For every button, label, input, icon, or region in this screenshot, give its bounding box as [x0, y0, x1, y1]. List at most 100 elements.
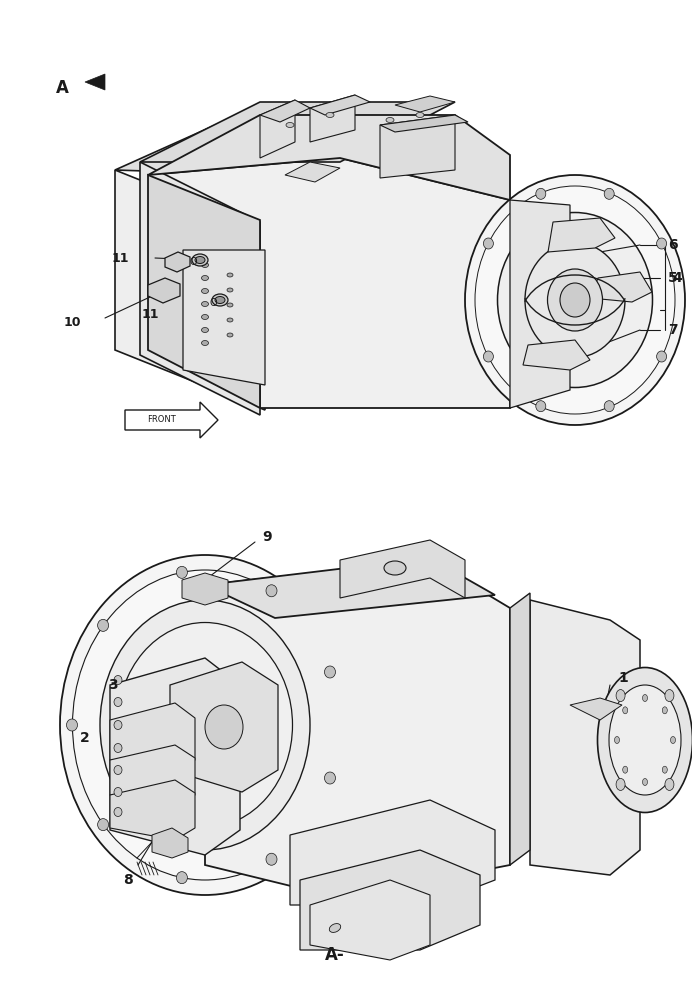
Polygon shape [148, 278, 180, 303]
Ellipse shape [597, 668, 692, 812]
Text: O: O [189, 257, 197, 267]
Ellipse shape [484, 351, 493, 362]
Ellipse shape [662, 707, 667, 714]
Ellipse shape [227, 318, 233, 322]
Ellipse shape [227, 288, 233, 292]
Polygon shape [300, 850, 480, 950]
Ellipse shape [616, 778, 625, 790]
Ellipse shape [657, 351, 666, 362]
Ellipse shape [604, 401, 614, 412]
Ellipse shape [329, 924, 340, 932]
Polygon shape [340, 540, 465, 598]
Polygon shape [523, 340, 590, 370]
Ellipse shape [665, 690, 674, 702]
Ellipse shape [73, 570, 338, 880]
Text: 6: 6 [668, 238, 677, 252]
Polygon shape [148, 175, 260, 408]
Ellipse shape [66, 719, 78, 731]
Ellipse shape [662, 766, 667, 773]
Ellipse shape [609, 685, 681, 795]
Ellipse shape [114, 788, 122, 796]
Ellipse shape [386, 117, 394, 122]
Polygon shape [182, 573, 228, 605]
Ellipse shape [604, 188, 614, 199]
Ellipse shape [201, 302, 208, 306]
Ellipse shape [201, 275, 208, 280]
Polygon shape [115, 170, 265, 410]
Ellipse shape [201, 328, 208, 332]
Ellipse shape [195, 256, 205, 263]
Ellipse shape [536, 188, 546, 199]
Text: 11: 11 [141, 308, 158, 322]
Ellipse shape [325, 666, 336, 678]
Text: 11: 11 [111, 251, 129, 264]
Polygon shape [570, 698, 622, 720]
Text: 3: 3 [109, 678, 118, 692]
Polygon shape [152, 828, 188, 858]
Polygon shape [205, 560, 510, 898]
Ellipse shape [657, 238, 666, 249]
Polygon shape [110, 745, 195, 808]
Text: O: O [209, 298, 217, 308]
Polygon shape [590, 272, 652, 302]
Polygon shape [110, 658, 240, 855]
Ellipse shape [114, 744, 122, 752]
Ellipse shape [547, 269, 603, 331]
Ellipse shape [60, 555, 350, 895]
Ellipse shape [384, 561, 406, 575]
Polygon shape [140, 102, 455, 162]
Ellipse shape [227, 273, 233, 277]
Polygon shape [380, 115, 468, 132]
Ellipse shape [525, 242, 625, 358]
Ellipse shape [192, 254, 208, 266]
Ellipse shape [326, 112, 334, 117]
Polygon shape [290, 800, 495, 905]
Ellipse shape [201, 288, 208, 294]
Polygon shape [530, 600, 640, 875]
Ellipse shape [286, 122, 294, 127]
Text: 1: 1 [618, 671, 628, 685]
Ellipse shape [475, 186, 675, 414]
Ellipse shape [642, 778, 648, 786]
Text: FRONT: FRONT [147, 416, 176, 424]
Ellipse shape [560, 283, 590, 317]
Ellipse shape [266, 585, 277, 597]
Text: 4: 4 [672, 271, 682, 285]
Polygon shape [183, 250, 265, 385]
Ellipse shape [215, 296, 225, 304]
Polygon shape [148, 115, 510, 200]
Polygon shape [380, 115, 455, 178]
Ellipse shape [227, 303, 233, 307]
Ellipse shape [201, 340, 208, 346]
Polygon shape [140, 162, 260, 415]
Ellipse shape [118, 622, 293, 828]
Polygon shape [510, 200, 570, 408]
Ellipse shape [416, 112, 424, 117]
Text: 5: 5 [668, 271, 677, 285]
Polygon shape [125, 402, 218, 438]
Ellipse shape [201, 262, 208, 267]
Text: 10: 10 [63, 316, 81, 330]
Ellipse shape [201, 314, 208, 320]
Polygon shape [165, 252, 190, 272]
Ellipse shape [536, 401, 546, 412]
Ellipse shape [114, 720, 122, 730]
Ellipse shape [205, 705, 243, 749]
Ellipse shape [266, 853, 277, 865]
Polygon shape [510, 593, 530, 865]
Ellipse shape [616, 690, 625, 702]
Ellipse shape [100, 600, 310, 850]
Ellipse shape [665, 778, 674, 790]
Ellipse shape [671, 736, 675, 744]
Ellipse shape [614, 736, 619, 744]
Ellipse shape [623, 707, 628, 714]
Text: 7: 7 [668, 323, 677, 337]
Polygon shape [170, 662, 278, 792]
Polygon shape [110, 703, 195, 773]
Ellipse shape [212, 294, 228, 306]
Ellipse shape [98, 819, 109, 831]
Polygon shape [115, 105, 440, 230]
Polygon shape [310, 95, 355, 142]
Ellipse shape [227, 333, 233, 337]
Ellipse shape [465, 175, 685, 425]
